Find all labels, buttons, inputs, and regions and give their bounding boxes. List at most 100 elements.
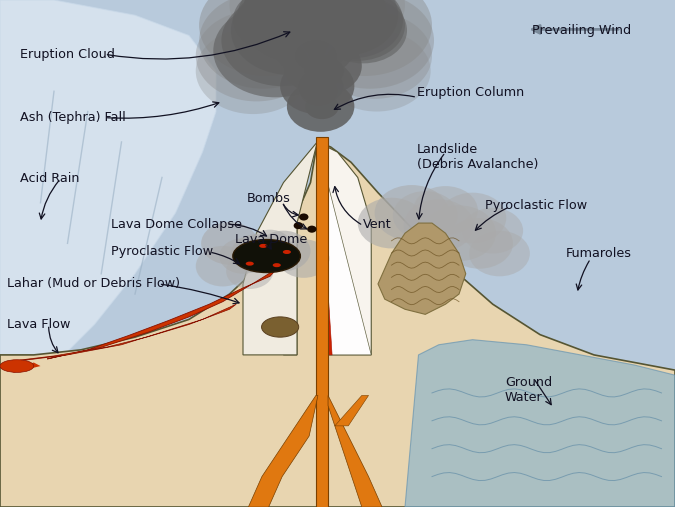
Text: Lava Flow: Lava Flow [7,318,70,331]
Circle shape [248,230,292,262]
Text: Bombs: Bombs [246,192,290,205]
Circle shape [196,28,310,114]
Circle shape [469,231,530,276]
Circle shape [242,0,356,63]
Circle shape [310,0,405,61]
Circle shape [317,13,432,99]
Circle shape [439,193,506,243]
Circle shape [413,186,478,235]
Circle shape [219,238,267,274]
Circle shape [290,0,398,56]
Polygon shape [328,395,382,507]
Circle shape [265,1,356,70]
Circle shape [201,222,258,265]
Circle shape [252,0,367,43]
Polygon shape [248,395,318,507]
Text: Pyroclastic Flow: Pyroclastic Flow [485,199,587,212]
Polygon shape [47,269,277,359]
Circle shape [287,81,354,132]
Circle shape [260,0,368,56]
Circle shape [305,94,339,119]
Text: Eruption Cloud: Eruption Cloud [20,48,115,61]
Circle shape [375,185,449,241]
Circle shape [243,0,340,47]
Circle shape [233,0,321,53]
Text: Ground
Water: Ground Water [505,376,552,404]
Circle shape [284,37,362,95]
Polygon shape [316,137,328,507]
Circle shape [319,0,407,63]
Circle shape [462,208,523,254]
Text: Eruption Column: Eruption Column [417,86,524,99]
Circle shape [256,0,371,38]
Polygon shape [284,228,297,355]
Circle shape [244,0,352,46]
Polygon shape [378,223,466,314]
Polygon shape [20,304,236,360]
Circle shape [302,0,403,58]
Polygon shape [0,142,675,507]
Circle shape [271,0,377,50]
Circle shape [298,69,344,103]
Circle shape [213,4,338,97]
Polygon shape [243,142,317,355]
Ellipse shape [246,262,254,266]
Text: Vent: Vent [363,218,392,231]
Circle shape [196,246,250,286]
Circle shape [446,218,513,269]
Ellipse shape [259,244,267,248]
Circle shape [199,0,334,76]
Circle shape [306,0,434,89]
Ellipse shape [261,317,298,337]
Circle shape [196,10,317,101]
Circle shape [272,14,356,77]
Circle shape [404,199,474,252]
Text: Lava Dome Collapse: Lava Dome Collapse [111,218,242,231]
Circle shape [221,0,343,86]
Circle shape [294,40,338,72]
Text: Acid Rain: Acid Rain [20,172,80,185]
Circle shape [279,0,380,43]
Circle shape [300,77,338,105]
Circle shape [297,0,405,46]
Polygon shape [335,395,369,426]
Circle shape [199,0,327,89]
Polygon shape [405,340,675,507]
Circle shape [289,0,386,47]
Circle shape [226,254,273,289]
Ellipse shape [283,250,291,254]
Circle shape [299,213,308,221]
Circle shape [280,58,354,114]
Ellipse shape [233,240,300,273]
Polygon shape [317,142,371,355]
Circle shape [278,239,329,278]
Circle shape [238,0,329,50]
Polygon shape [317,142,332,355]
Polygon shape [317,142,371,355]
Circle shape [230,0,338,46]
Ellipse shape [273,263,281,267]
Text: Fumaroles: Fumaroles [566,247,632,260]
Circle shape [256,231,310,271]
Text: Lahar (Mud or Debris Flow): Lahar (Mud or Debris Flow) [7,277,180,291]
Circle shape [304,56,344,86]
Polygon shape [0,0,216,385]
Text: Landslide
(Debris Avalanche): Landslide (Debris Avalanche) [417,143,539,171]
Circle shape [294,222,303,229]
Circle shape [253,0,354,53]
Circle shape [275,0,362,58]
Circle shape [231,0,350,75]
Circle shape [358,198,425,248]
Circle shape [307,226,317,233]
Text: Lava Dome: Lava Dome [235,233,307,246]
Text: Prevailing Wind: Prevailing Wind [532,24,631,37]
Circle shape [297,0,432,76]
Text: Ash (Tephra) Fall: Ash (Tephra) Fall [20,111,126,124]
Circle shape [323,30,431,112]
Text: Pyroclastic Flow: Pyroclastic Flow [111,245,213,259]
Polygon shape [14,363,40,373]
Ellipse shape [0,360,34,372]
Polygon shape [0,360,20,368]
Circle shape [393,191,458,240]
Circle shape [252,0,362,42]
